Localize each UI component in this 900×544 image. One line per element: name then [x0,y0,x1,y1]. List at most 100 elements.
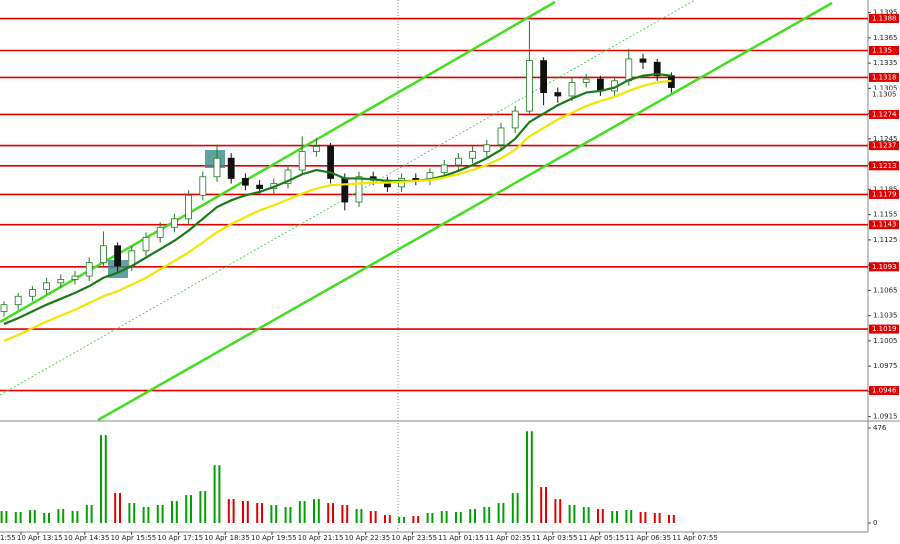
candle-body [284,169,292,184]
candle-body [639,58,647,63]
x-tick-label: 11 Apr 02:35 [485,534,531,542]
candle-body [582,78,590,83]
candle-body [43,282,50,290]
x-tick-label: 1:55 [0,534,16,542]
volume-tick-label: 0 [873,519,877,527]
y-tick-label: 1.1125 [873,236,898,244]
level-label: 1.135 [872,47,892,55]
y-tick-label: 1.1035 [873,312,898,320]
level-label-bg [869,109,899,119]
level-label: 1.1213 [872,162,897,170]
candle-body [540,60,547,93]
candle-body [497,127,505,146]
level-label-bg [869,262,899,272]
y-tick-label: 1.1065 [873,286,898,294]
level-label: 1.1318 [872,73,897,81]
x-tick-label: 11 Apr 06:35 [625,534,671,542]
candle-body [298,151,306,171]
candle-body [256,184,264,189]
level-label-bg [869,161,899,171]
level-label: 1.1143 [872,221,897,229]
candle-body [312,146,320,152]
x-tick-label: 10 Apr 15:55 [111,534,157,542]
y-tick-label: 1.1005 [873,337,898,345]
x-tick-label: 11 Apr 05:15 [579,534,625,542]
level-label: 1.1093 [872,263,897,271]
level-label-bg [869,189,899,199]
y-tick-label: 1.1185 [873,185,898,193]
x-tick-label: 10 Apr 13:15 [17,534,63,542]
candle-body [185,194,193,220]
candle-body [156,226,164,238]
level-label: 1.1237 [872,142,897,150]
level-label-bg [869,220,899,230]
level-label: 1.1274 [872,110,897,118]
candle-body [440,164,448,173]
x-tick-label: 10 Apr 23:55 [391,534,437,542]
y-tick-label: 1.0975 [873,362,898,370]
candle-body [57,279,65,284]
candle-body [327,146,335,179]
candle-body [114,245,121,267]
level-label: 1.1388 [872,15,897,23]
candle-body [142,236,150,252]
current-price-bg [869,89,899,99]
x-tick-label: 11 Apr 03:55 [532,534,578,542]
candle-body [241,178,249,186]
candle-body [28,289,36,297]
moving-average [3,72,672,326]
level-label-bg [869,14,899,24]
level-label: 1.1179 [872,190,897,198]
candle-body [71,275,79,280]
x-tick-label: 11 Apr 07:55 [672,534,718,542]
candle-body [625,58,633,82]
candle-body [100,245,107,264]
y-tick-label: 1.1305 [873,84,898,92]
channel-lower [97,1,833,422]
level-label: 1.1019 [872,325,897,333]
y-tick-label: 1.1365 [873,34,898,42]
candle-body [597,78,604,92]
x-tick-label: 10 Apr 22:35 [345,534,391,542]
current-price-label: 1.1305 [872,90,897,98]
volume-tick-label: 476 [873,424,887,432]
candle-body [526,60,533,112]
candle-body [341,178,349,203]
candle-body [554,92,562,97]
level-label-bg [869,72,899,82]
candle-body [170,218,178,228]
candle-body [355,176,363,203]
level-label-bg [869,386,899,396]
x-tick-label: 10 Apr 21:15 [298,534,344,542]
y-tick-label: 1.1245 [873,135,898,143]
y-tick-label: 1.0915 [873,413,898,421]
candle-body [511,110,519,129]
candle-body [199,176,207,196]
candle-body [653,61,661,77]
channel-midline [0,0,696,396]
level-label-bg [869,46,899,56]
candle-body [14,295,22,306]
x-tick-label: 11 Apr 01:15 [438,534,484,542]
y-tick-label: 1.1335 [873,59,898,67]
candle-body [568,82,576,97]
level-label-bg [869,324,899,334]
candle-body [454,157,462,166]
candle-body [213,157,221,178]
candle-body [85,262,93,277]
candle-body [483,144,491,152]
candle-body [227,157,235,179]
candle-body [0,304,8,312]
level-label-bg [869,141,899,151]
y-tick-label: 1.1155 [873,211,898,219]
x-tick-label: 10 Apr 14:35 [64,534,110,542]
moving-average [3,79,672,342]
y-tick-label: 1.1395 [873,9,898,17]
x-tick-label: 10 Apr 18:35 [204,534,250,542]
x-tick-label: 10 Apr 19:55 [251,534,297,542]
level-label: 1.0946 [872,387,897,395]
candle-body [469,151,477,159]
x-tick-label: 10 Apr 17:15 [157,534,203,542]
